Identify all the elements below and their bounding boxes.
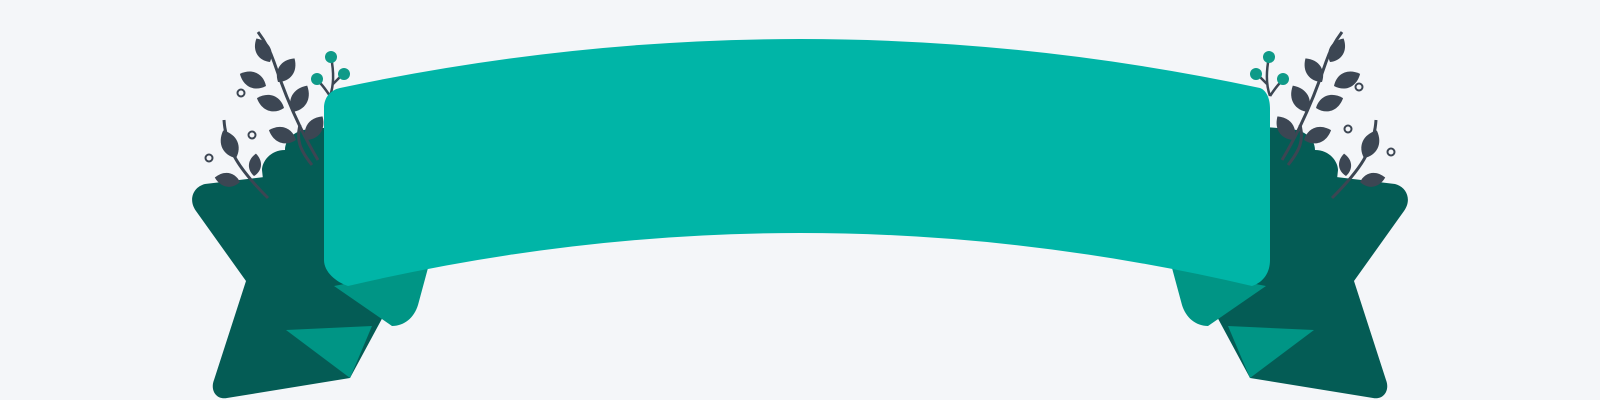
small-circle-icon [204,82,1396,163]
ribbon-main [324,39,1270,286]
